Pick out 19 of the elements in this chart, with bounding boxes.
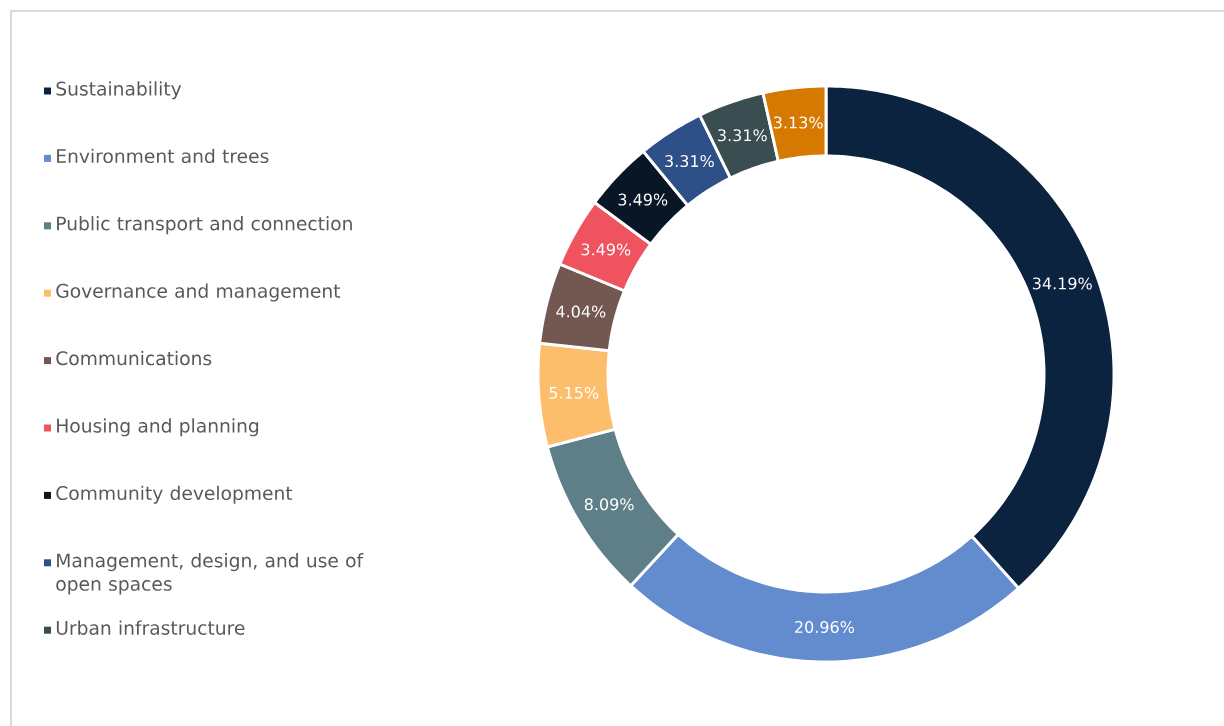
legend-label: Housing and planning [57,418,259,437]
data-label: 3.49% [581,243,631,256]
data-label: 3.31% [665,155,714,168]
legend-label: Urban infrastructure [56,620,245,635]
data-label: 3.49% [618,193,668,206]
legend-label: Public transport and connection [57,216,352,235]
data-label: 3.31% [718,129,767,142]
data-label: 8.09% [584,498,634,511]
legend-label: Management, design, and use of open spaces [56,553,364,595]
legend-label: Community development [56,485,293,504]
data-label: 20.96% [795,620,855,634]
data-label: 3.13% [773,116,823,129]
legend-label: Sustainability [56,81,182,100]
data-label: 5.15% [549,386,599,399]
legend-label: Communications [56,350,212,366]
legend-label: Environment and trees [57,148,269,164]
data-label: 4.04% [556,305,606,318]
data-label: 34.19% [1032,277,1092,290]
legend-label: Governance and management [56,283,341,302]
